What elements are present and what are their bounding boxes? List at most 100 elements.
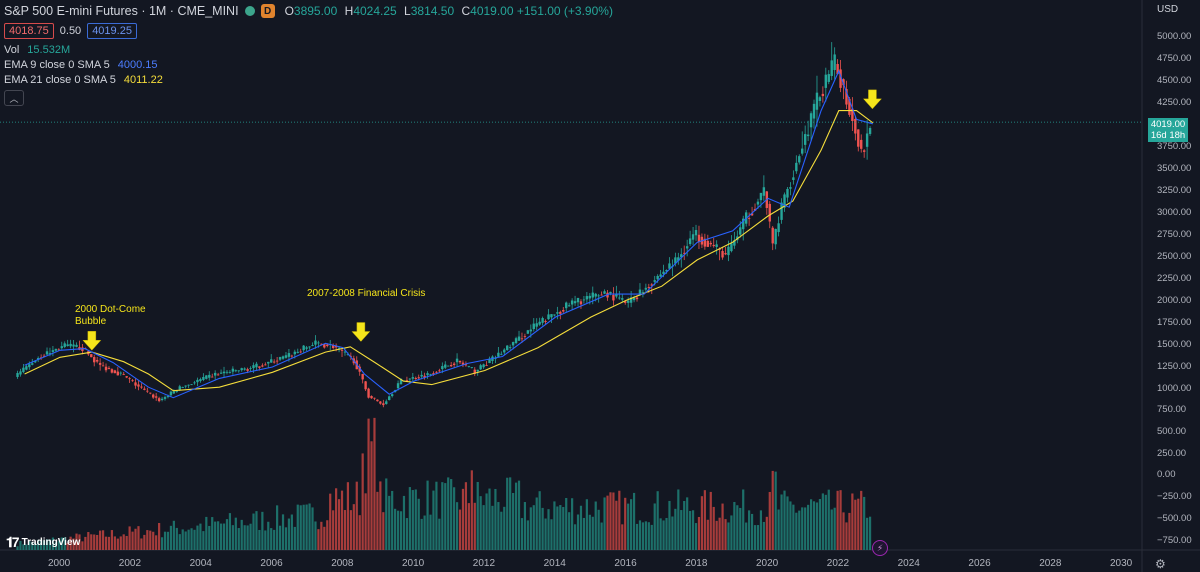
candle-body — [228, 371, 232, 373]
candle-body — [570, 300, 574, 305]
candle-body — [414, 377, 417, 379]
volume-bar — [703, 490, 706, 550]
legend-volume[interactable]: Vol 15.532M — [4, 44, 70, 56]
volume-bar — [801, 507, 804, 550]
candle-body — [506, 345, 509, 351]
candle-body — [674, 257, 677, 264]
volume-bar — [219, 523, 223, 550]
candle-body — [659, 274, 662, 277]
lightning-icon[interactable]: ⚡ — [872, 540, 888, 556]
time-tick-label: 2020 — [756, 558, 779, 569]
volume-bar — [488, 488, 491, 550]
candle-body — [208, 374, 211, 378]
candle-body — [845, 89, 848, 105]
volume-bar — [187, 529, 190, 550]
volume-bar — [346, 482, 350, 550]
candle-body — [60, 346, 63, 349]
tradingview-branding[interactable]: 𝟏7 TradingView — [6, 534, 80, 551]
price-tick-label: 3750.00 — [1157, 141, 1191, 152]
volume-bar — [517, 480, 521, 550]
volume-bar — [842, 512, 845, 550]
volume-bar — [588, 514, 591, 550]
legend-ema9[interactable]: EMA 9 close 0 SMA 5 4000.15 — [4, 59, 158, 71]
tradingview-logo-icon: 𝟏7 — [6, 534, 20, 550]
volume-bar — [624, 497, 627, 550]
volume-bar — [405, 518, 409, 550]
candle-body — [302, 345, 305, 351]
volume-bar — [228, 513, 232, 550]
candle-body — [246, 369, 249, 371]
currency-label[interactable]: USD — [1157, 4, 1179, 15]
volume-bar — [470, 470, 473, 550]
candle-body — [331, 345, 335, 348]
candle-body — [827, 74, 830, 82]
candle-body — [520, 338, 524, 340]
ema9-line — [24, 69, 873, 399]
volume-bar — [370, 441, 373, 550]
candle-body — [367, 388, 370, 398]
volume-bar — [155, 535, 158, 550]
volume-bar — [110, 530, 114, 550]
volume-bar — [208, 525, 211, 550]
price-tick-label: 500.00 — [1157, 426, 1186, 437]
candle-body — [523, 336, 527, 337]
volume-bar — [494, 488, 497, 550]
volume-bar — [668, 500, 671, 550]
volume-bar — [96, 534, 99, 550]
ema9-value: 4000.15 — [117, 59, 158, 71]
candle-body — [140, 386, 143, 388]
volume-bar — [576, 514, 580, 550]
volume-bar — [659, 518, 662, 550]
candle-body — [476, 369, 479, 372]
symbol-title[interactable]: S&P 500 E-mini Futures · 1M · CME_MINI — [4, 4, 239, 18]
volume-bar — [712, 506, 715, 550]
volume-bar — [234, 517, 237, 550]
volume-bar — [178, 534, 181, 550]
candle-body — [104, 366, 108, 371]
volume-bar — [237, 528, 240, 550]
volume-bar — [364, 493, 367, 550]
volume-bar — [627, 503, 630, 550]
candle-body — [293, 351, 297, 355]
candle-body — [585, 296, 589, 300]
volume-bar — [571, 498, 574, 550]
volume-bar — [317, 529, 320, 550]
candle-body — [792, 177, 795, 180]
candle-body — [169, 391, 173, 396]
volume-bar — [290, 514, 293, 550]
candle-body — [258, 366, 261, 368]
candle-body — [305, 347, 308, 349]
candle-body — [547, 314, 550, 320]
volume-bar — [408, 487, 411, 550]
legend-ema21[interactable]: EMA 21 close 0 SMA 5 4011.22 — [4, 74, 163, 86]
candle-body — [95, 359, 99, 362]
volume-bar — [367, 418, 370, 550]
candle-body — [809, 113, 813, 128]
candle-body — [458, 360, 462, 363]
volume-bar — [706, 519, 709, 550]
candle-body — [63, 343, 66, 347]
volume-bar — [40, 539, 43, 550]
candle-body — [833, 54, 836, 70]
bid-price[interactable]: 4018.75 — [4, 23, 54, 39]
volume-bar — [556, 506, 559, 550]
candle-body — [603, 291, 606, 294]
candle-body — [385, 401, 388, 404]
volume-bar — [391, 490, 394, 550]
volume-bar — [523, 502, 527, 550]
volume-bar — [337, 499, 341, 550]
volume-bar — [848, 512, 851, 550]
candle-body — [255, 363, 258, 368]
ema21-label: EMA 21 close 0 SMA 5 — [4, 74, 116, 86]
collapse-legend-button[interactable]: ︿ — [4, 90, 24, 106]
volume-bar — [278, 525, 282, 550]
volume-bar — [63, 537, 66, 550]
gear-icon[interactable]: ⚙ — [1155, 557, 1166, 571]
volume-bar — [190, 528, 193, 550]
volume-bar — [789, 501, 792, 550]
candle-body — [550, 314, 553, 318]
candle-body — [724, 253, 727, 255]
time-tick-label: 2016 — [614, 558, 637, 569]
ask-price[interactable]: 4019.25 — [87, 23, 137, 39]
